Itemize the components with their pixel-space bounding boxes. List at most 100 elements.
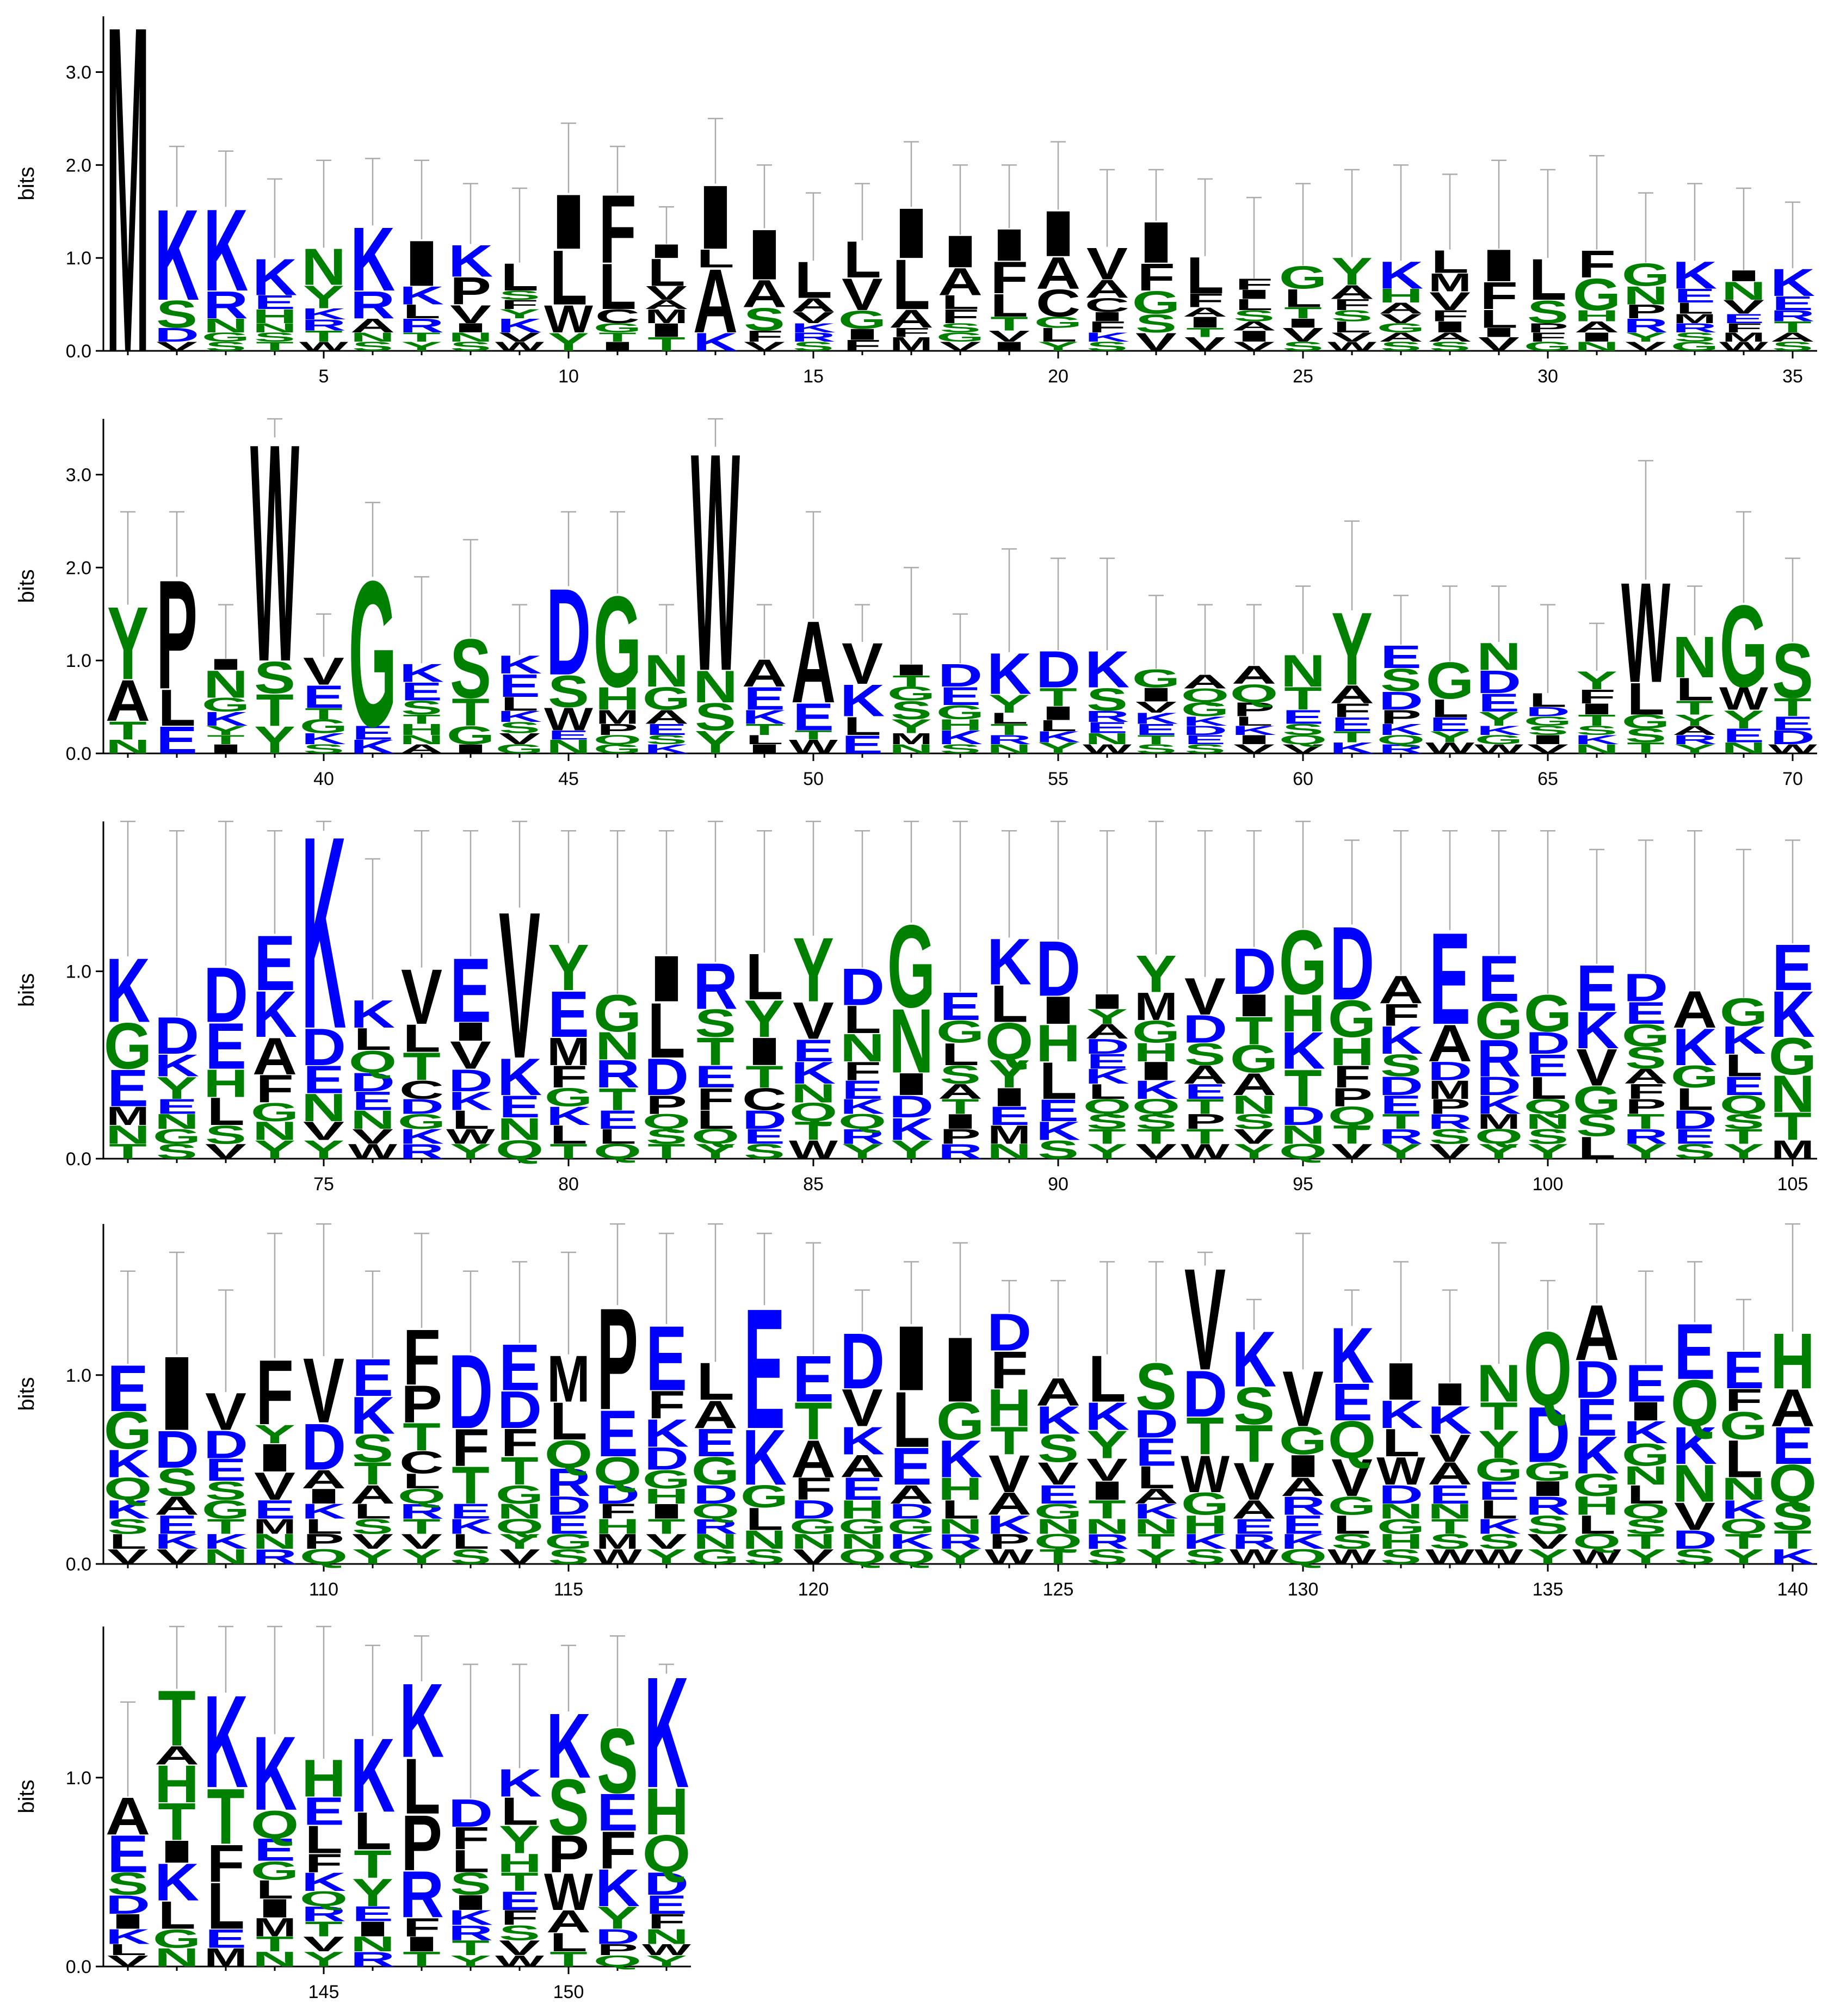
residue-letter: D	[155, 324, 199, 346]
residue-letter: C	[595, 306, 640, 327]
residue-letter: T	[990, 313, 1028, 335]
residue-letter: Y	[1723, 705, 1764, 734]
residue-letter: W	[250, 378, 300, 726]
residue-letter: A	[155, 1491, 199, 1520]
residue-letter: T	[1186, 325, 1224, 339]
residue-letter: Y	[1380, 1140, 1422, 1164]
residue-letter: L	[1333, 318, 1371, 336]
residue-letter: A	[644, 298, 689, 312]
residue-letter: C	[1036, 282, 1080, 325]
residue-letter: S	[1135, 1350, 1177, 1423]
residue-letter: Q	[1230, 679, 1279, 708]
residue-letter: F	[1431, 307, 1469, 324]
residue-letter: T	[158, 1674, 196, 1763]
residue-letter: L	[1039, 1052, 1077, 1110]
residue-letter: R	[595, 1053, 640, 1096]
residue-letter: E	[1674, 1125, 1715, 1148]
residue-letter: K	[155, 182, 199, 327]
residue-letter: S	[205, 339, 246, 354]
residue-letter: I	[742, 742, 786, 757]
residue-letter: Y	[1478, 1140, 1520, 1164]
x-tick-label: 75	[313, 1174, 334, 1195]
residue-letter: I	[203, 656, 248, 673]
residue-letter: K	[301, 305, 346, 323]
residue-letter: G	[887, 683, 936, 704]
residue-letter: E	[793, 695, 834, 739]
residue-letter: F	[843, 337, 881, 354]
residue-letter: L	[1529, 689, 1567, 711]
x-tick-label: 5	[319, 366, 329, 387]
residue-letter: R	[301, 317, 346, 334]
residue-letter: V	[1086, 239, 1128, 289]
residue-letter: S	[1723, 1110, 1764, 1133]
x-tick-label: 30	[1537, 366, 1558, 387]
residue-letter: M	[547, 1029, 590, 1073]
residue-letter: Q	[349, 1044, 397, 1080]
residue-letter: E	[499, 1331, 540, 1404]
residue-letter: E	[450, 939, 491, 1041]
residue-letter: Q	[496, 1135, 544, 1165]
residue-letter: I	[840, 326, 884, 343]
residue-letter: L	[990, 975, 1028, 1034]
residue-letter: Y	[695, 1140, 736, 1164]
residue-letter: T	[1137, 1125, 1175, 1148]
residue-letter: L	[598, 1125, 637, 1148]
residue-letter: S	[548, 666, 589, 717]
residue-letter: N	[203, 1545, 248, 1568]
residue-letter: H	[1134, 1037, 1178, 1067]
residue-letter: K	[1721, 1019, 1766, 1062]
residue-letter: T	[647, 1140, 685, 1164]
residue-letter: S	[1772, 628, 1813, 714]
residue-letter: L	[1039, 324, 1077, 346]
residue-letter: Y	[352, 1545, 393, 1568]
residue-letter: M	[1428, 268, 1471, 297]
residue-letter: K	[350, 736, 395, 758]
residue-letter: K	[399, 658, 444, 688]
residue-letter: K	[1085, 641, 1129, 698]
x-tick-label: 100	[1533, 1174, 1564, 1195]
y-tick-label: 1.0	[66, 651, 91, 671]
residue-letter: T	[305, 705, 343, 722]
residue-letter: T	[403, 1045, 441, 1089]
residue-letter: S	[352, 339, 393, 354]
residue-letter: S	[499, 719, 540, 737]
residue-letter: A	[252, 1028, 297, 1086]
residue-letter: S	[1527, 294, 1568, 330]
residue-letter: K	[791, 1055, 836, 1091]
residue-letter: T	[109, 716, 147, 745]
residue-letter: L	[1529, 1071, 1567, 1106]
residue-letter: E	[1184, 1080, 1226, 1103]
residue-letter: K	[546, 1694, 591, 1797]
residue-letter: S	[450, 621, 491, 715]
residue-letter: Y	[303, 1135, 344, 1165]
residue-letter: Y	[891, 715, 932, 737]
residue-letter: K	[301, 730, 346, 747]
residue-letter: M	[1477, 1110, 1520, 1133]
residue-letter: Y	[254, 1419, 295, 1449]
residue-letter: Q	[1181, 685, 1230, 707]
residue-letter: S	[1233, 1110, 1275, 1133]
residue-letter: E	[1429, 714, 1471, 735]
residue-letter: W	[1621, 553, 1670, 713]
residue-letter: D	[1526, 1025, 1570, 1061]
residue-letter: I	[1574, 330, 1619, 344]
residue-letter: F	[501, 298, 539, 312]
residue-letter: Y	[254, 1135, 295, 1165]
y-tick-label: 3.0	[66, 465, 91, 486]
residue-letter: T	[745, 721, 783, 738]
residue-letter: T	[452, 691, 490, 734]
residue-letter: I	[1134, 209, 1178, 275]
x-tick-label: 85	[803, 1174, 824, 1195]
residue-letter: G	[1279, 259, 1327, 295]
residue-letter: F	[1186, 289, 1224, 311]
residue-letter: N	[1721, 276, 1766, 306]
residue-letter: D	[546, 564, 591, 701]
residue-letter: Y	[1037, 739, 1079, 757]
residue-letter: Q	[104, 1471, 152, 1507]
residue-letter: M	[1673, 311, 1716, 326]
residue-letter: Y	[1233, 1140, 1275, 1164]
residue-letter: V	[1184, 333, 1226, 355]
residue-letter: E	[1674, 1307, 1715, 1396]
residue-letter: N	[155, 1110, 199, 1133]
residue-letter: N	[546, 736, 591, 758]
